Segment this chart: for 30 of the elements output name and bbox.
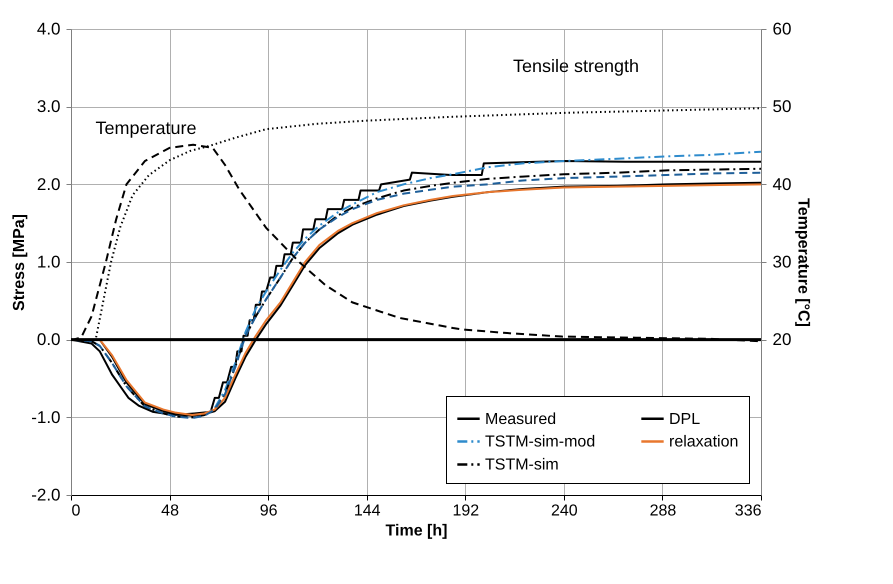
y-tick-label: 0.0 — [36, 330, 60, 350]
legend-label: Measured — [485, 410, 556, 428]
legend-label: DPL — [669, 410, 700, 428]
y2-tick-label: 30 — [772, 252, 792, 272]
y2-tick-label: 50 — [772, 97, 792, 116]
legend-label: TSTM-sim — [485, 456, 559, 474]
x-tick-label: 144 — [354, 502, 381, 520]
y2-tick-label: 60 — [772, 20, 792, 38]
y2-tick-label: 20 — [772, 330, 792, 350]
y-tick-label: 3.0 — [36, 97, 60, 116]
x-tick-label: 288 — [650, 502, 676, 520]
annotation: Temperature — [95, 118, 197, 138]
x-tick-label: 0 — [72, 502, 80, 520]
y2-axis-title: Temperature [°C] — [794, 198, 812, 327]
legend-label: TSTM-sim-mod — [485, 434, 596, 450]
y2-tick-label: 40 — [772, 174, 792, 194]
y-tick-label: -1.0 — [31, 408, 60, 427]
x-axis-title: Time [h] — [386, 522, 448, 540]
y-tick-label: 2.0 — [36, 174, 60, 194]
x-tick-label: 48 — [161, 502, 180, 520]
y-tick-label: -2.0 — [31, 486, 60, 504]
x-tick-label: 192 — [452, 502, 480, 520]
x-tick-label: 336 — [734, 502, 762, 520]
y-axis-title: Stress [MPa] — [11, 214, 28, 311]
x-tick-label: 96 — [260, 502, 278, 520]
annotation: Tensile strength — [512, 56, 640, 76]
y-tick-label: 1.0 — [36, 252, 60, 272]
y-tick-label: 4.0 — [36, 20, 60, 38]
x-tick-label: 240 — [551, 502, 578, 520]
legend-label: relaxation — [669, 434, 738, 450]
